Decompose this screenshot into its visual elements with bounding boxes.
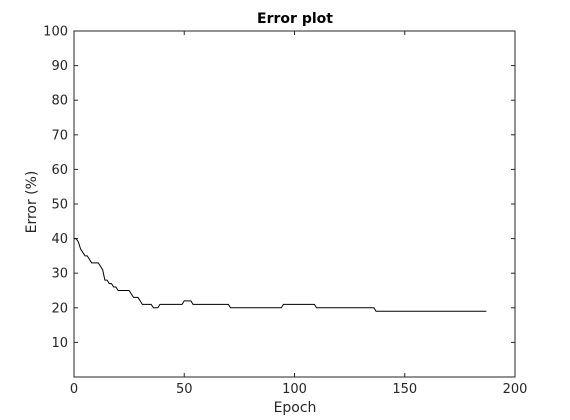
- plot-area-frame: [73, 30, 516, 378]
- y-tick-label: 20: [51, 301, 68, 316]
- x-axis-label: Epoch: [274, 400, 317, 416]
- x-tick-label: 200: [503, 382, 528, 397]
- error-series-line: [74, 238, 487, 312]
- y-tick-label: 70: [51, 128, 68, 143]
- y-axis-label: Error (%): [24, 171, 40, 234]
- y-tick-label: 10: [51, 336, 68, 351]
- axis-tick-labels: 0 50 100 150 200 10 20 30 40 50 60 70 80 90 100: [43, 25, 527, 398]
- y-tick-label: 50: [51, 198, 68, 213]
- axis-ticks: [73, 30, 516, 377]
- y-tick-label: 80: [51, 94, 68, 109]
- chart-title: Error plot: [257, 11, 333, 27]
- x-tick-label: 0: [70, 382, 78, 397]
- x-tick-label: 50: [176, 382, 193, 397]
- x-tick-label: 150: [392, 382, 417, 397]
- x-tick-label: 100: [282, 382, 307, 397]
- y-tick-label: 40: [51, 232, 68, 247]
- y-tick-label: 60: [51, 163, 68, 178]
- y-tick-label: 100: [43, 25, 68, 40]
- y-tick-label: 30: [51, 267, 68, 282]
- y-tick-label: 90: [51, 59, 68, 74]
